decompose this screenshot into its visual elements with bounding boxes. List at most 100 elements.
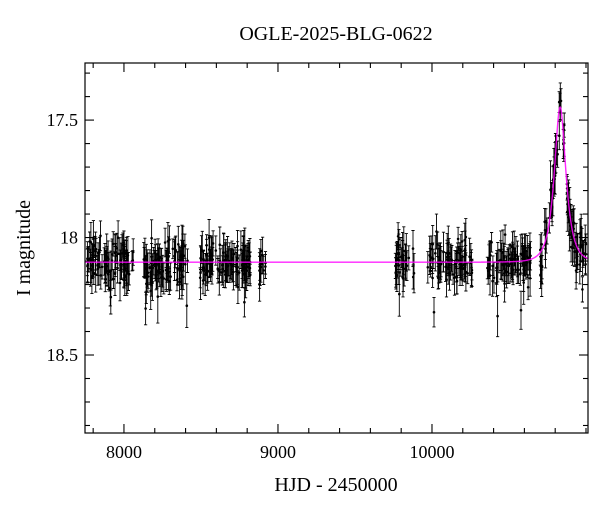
data-point xyxy=(549,188,552,191)
data-point xyxy=(122,247,126,251)
data-point xyxy=(236,244,239,248)
data-point xyxy=(259,250,263,253)
model-curve-layer xyxy=(85,106,588,263)
data-point xyxy=(243,300,246,304)
data-point xyxy=(145,275,148,279)
data-point xyxy=(206,269,209,273)
data-point xyxy=(562,123,566,127)
data-point xyxy=(395,258,398,262)
data-point xyxy=(239,248,243,251)
data-point xyxy=(163,241,167,244)
data-point xyxy=(116,266,119,270)
data-point xyxy=(216,267,220,270)
plot-frame xyxy=(84,62,589,434)
data-point xyxy=(503,272,506,275)
data-point xyxy=(230,256,234,260)
data-point xyxy=(496,314,499,318)
data-point xyxy=(456,237,460,241)
data-point xyxy=(512,257,515,261)
data-point xyxy=(495,266,498,270)
data-point xyxy=(236,285,240,289)
data-point xyxy=(258,269,262,272)
data-point xyxy=(125,251,128,255)
data-point xyxy=(510,267,513,270)
data-point xyxy=(148,265,152,269)
data-point xyxy=(178,281,181,284)
data-point xyxy=(519,252,523,256)
data-point xyxy=(210,272,214,275)
data-point xyxy=(448,272,451,275)
data-point xyxy=(486,266,489,270)
data-point xyxy=(154,263,158,266)
data-point xyxy=(407,256,411,260)
data-point xyxy=(214,249,218,252)
data-point xyxy=(182,254,185,257)
data-point xyxy=(460,240,464,243)
data-point xyxy=(167,271,170,274)
data-point xyxy=(453,262,457,266)
y-axis-label: I magnitude xyxy=(13,200,35,296)
data-point xyxy=(579,246,582,249)
data-point xyxy=(544,219,548,223)
data-point xyxy=(431,257,435,261)
data-point xyxy=(119,259,123,263)
data-point xyxy=(86,264,89,268)
data-point xyxy=(98,251,101,254)
data-point xyxy=(115,247,119,250)
data-point xyxy=(397,258,401,262)
y-tick-label: 18.5 xyxy=(47,345,79,365)
data-point xyxy=(177,243,180,246)
data-point xyxy=(558,134,561,137)
data-point xyxy=(186,259,189,263)
data-point xyxy=(123,274,127,278)
data-point xyxy=(156,295,160,298)
data-point xyxy=(559,99,563,103)
data-point xyxy=(412,271,416,275)
data-point xyxy=(205,253,208,256)
data-point xyxy=(526,286,530,289)
data-point xyxy=(202,258,205,261)
data-point xyxy=(88,257,92,261)
data-point xyxy=(165,278,168,281)
data-point xyxy=(162,277,166,280)
data-point xyxy=(199,271,202,275)
data-point xyxy=(203,269,206,272)
data-point xyxy=(90,276,94,279)
data-point xyxy=(222,251,225,254)
data-point xyxy=(112,277,115,281)
x-axis-label: HJD - 2450000 xyxy=(274,474,397,496)
data-point xyxy=(514,253,518,257)
data-point xyxy=(110,253,114,256)
data-point xyxy=(246,265,250,268)
y-tick-label: 18 xyxy=(60,228,78,248)
data-point xyxy=(185,304,189,308)
data-point xyxy=(411,247,415,250)
data-point xyxy=(96,264,99,267)
data-point xyxy=(100,265,104,269)
data-point xyxy=(232,252,236,256)
data-point xyxy=(575,263,578,267)
data-point xyxy=(99,274,103,277)
data-points-layer xyxy=(85,82,588,338)
data-point xyxy=(93,244,96,248)
data-point xyxy=(229,263,232,266)
data-point xyxy=(540,243,543,246)
data-point xyxy=(579,225,583,229)
data-point xyxy=(180,253,183,257)
data-point xyxy=(144,307,147,310)
data-point xyxy=(171,247,175,251)
data-point xyxy=(106,256,110,259)
data-point xyxy=(492,276,496,280)
data-point xyxy=(211,242,215,245)
data-point xyxy=(244,266,248,270)
data-point xyxy=(489,254,492,257)
data-point xyxy=(88,240,91,243)
data-point xyxy=(89,268,93,272)
data-point xyxy=(431,276,434,280)
data-point xyxy=(150,236,153,240)
data-point xyxy=(402,272,405,275)
data-point xyxy=(241,255,245,259)
data-point xyxy=(488,274,492,277)
